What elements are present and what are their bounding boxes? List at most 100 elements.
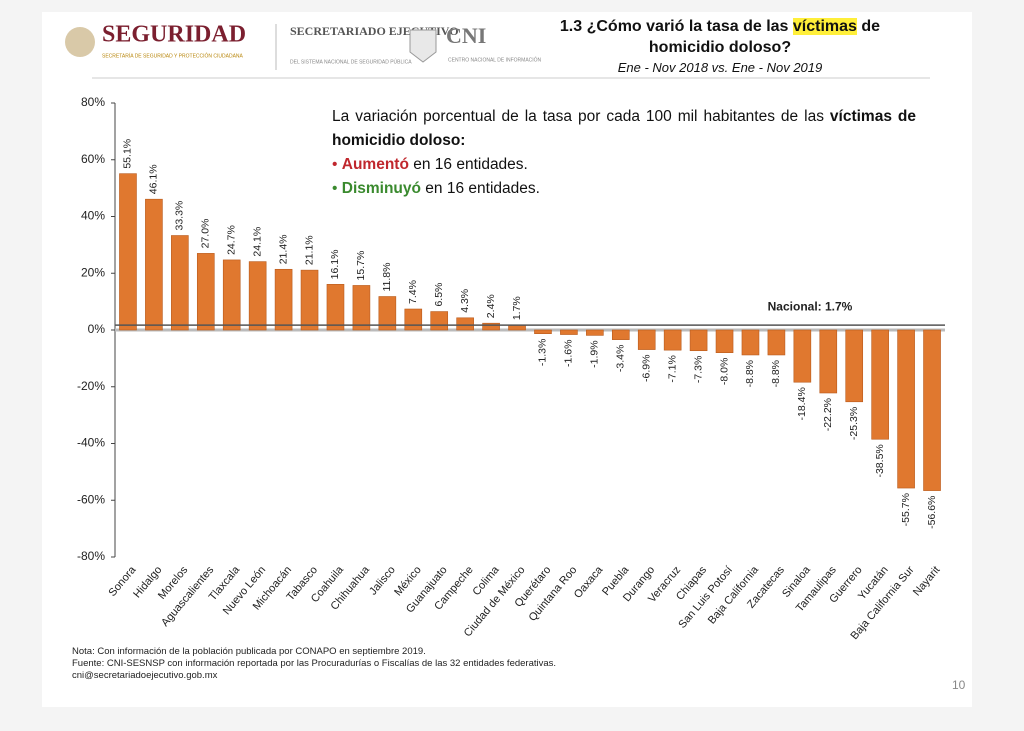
- bar: [715, 329, 734, 354]
- bar: [689, 329, 708, 352]
- bar: [248, 261, 267, 331]
- annotation-bold: víctimas de homicidio doloso:: [332, 108, 916, 149]
- value-label: 21.1%: [303, 235, 315, 265]
- value-label: -7.3%: [692, 356, 704, 383]
- bar: [119, 173, 137, 331]
- value-label: -55.7%: [900, 493, 912, 526]
- value-label: -1.6%: [563, 340, 575, 367]
- page-number: 10: [952, 678, 966, 692]
- bar: [793, 329, 812, 383]
- bar: [560, 329, 578, 335]
- value-label: 46.1%: [148, 164, 160, 194]
- value-label: 27.0%: [200, 219, 212, 249]
- note: cni@secretariadoejecutivo.gob.mx: [72, 670, 218, 681]
- value-label: 24.1%: [251, 227, 263, 257]
- bar: [819, 329, 838, 394]
- value-label: 6.5%: [433, 283, 445, 307]
- y-tick-label: 80%: [81, 95, 105, 109]
- bar: [767, 329, 786, 356]
- bar: [222, 259, 241, 331]
- bar: [482, 322, 500, 331]
- chart-subtitle: Ene - Nov 2018 vs. Ene - Nov 2019: [617, 60, 823, 75]
- bar: [300, 269, 319, 331]
- bar: [430, 311, 449, 331]
- bar: [845, 329, 864, 403]
- bar: [534, 329, 552, 334]
- value-label: -22.2%: [822, 398, 834, 431]
- shield: [409, 29, 437, 63]
- increase-text: en 16 entidades.: [413, 156, 528, 173]
- bar: [663, 329, 682, 351]
- value-label: 2.4%: [485, 294, 497, 318]
- value-label: -8.0%: [718, 358, 730, 385]
- bar: [352, 285, 371, 331]
- bar: [871, 329, 889, 440]
- value-label: 33.3%: [174, 201, 186, 231]
- x-tick-label: Nayarit: [911, 564, 943, 598]
- value-label: 21.4%: [277, 234, 289, 264]
- bar: [274, 268, 293, 331]
- bar: [378, 296, 397, 331]
- x-tick-label: Oaxaca: [572, 563, 606, 600]
- value-label: 55.1%: [122, 139, 134, 169]
- cni-sub: CENTRO NACIONAL DE INFORMACIÓN: [448, 56, 542, 63]
- bar: [456, 317, 474, 331]
- value-label: -38.5%: [874, 444, 886, 477]
- value-label: -1.3%: [537, 339, 549, 366]
- emblem: [65, 27, 95, 57]
- annotation: La variación porcentual de la tasa por c…: [332, 108, 916, 197]
- title-part: 1.3 ¿Cómo varió la tasa de las: [559, 18, 789, 35]
- y-tick-label: 20%: [81, 265, 105, 279]
- bar: [171, 235, 189, 331]
- value-label: -8.8%: [770, 360, 782, 387]
- value-label: -1.9%: [589, 340, 601, 367]
- y-tick-label: -60%: [77, 492, 105, 506]
- note: Fuente: CNI-SESNSP con información repor…: [72, 658, 557, 669]
- bar: [897, 329, 915, 489]
- value-label: 11.8%: [381, 263, 393, 292]
- bar: [196, 253, 215, 331]
- bar: [586, 329, 604, 336]
- value-label: 16.1%: [329, 250, 341, 280]
- value-label: -7.1%: [666, 355, 678, 382]
- bar: [637, 329, 656, 350]
- y-tick-label: -20%: [77, 379, 105, 393]
- value-label: -56.6%: [926, 496, 938, 529]
- brand-sub: SECRETARÍA DE SEGURIDAD Y PROTECCIÓN CIU…: [102, 52, 244, 59]
- value-label: -25.3%: [848, 407, 860, 440]
- value-label: 4.3%: [459, 289, 471, 313]
- note: Nota: Con información de la población pu…: [72, 646, 426, 657]
- value-label: 1.7%: [511, 296, 523, 320]
- y-tick-label: -80%: [77, 549, 105, 563]
- cni: CNI: [446, 23, 486, 48]
- value-label: -6.9%: [641, 355, 653, 382]
- value-label: -18.4%: [796, 387, 808, 420]
- value-label: -3.4%: [615, 345, 627, 372]
- secretariado-sub: DEL SISTEMA NACIONAL DE SEGURIDAD PÚBLIC…: [290, 58, 412, 65]
- title-highlight: víctimas: [792, 18, 857, 35]
- bar: [923, 329, 941, 491]
- bar: [326, 284, 345, 331]
- reference-label: Nacional: 1.7%: [768, 299, 853, 313]
- value-label: -8.8%: [744, 360, 756, 387]
- decrease-text: en 16 entidades.: [425, 180, 540, 197]
- y-tick-label: 0%: [88, 322, 106, 336]
- y-tick-label: 60%: [81, 152, 105, 166]
- y-tick-label: -40%: [77, 436, 105, 450]
- notes: Nota: Con información de la población pu…: [72, 646, 556, 682]
- increase-label: Aumentó: [341, 156, 409, 173]
- annotation-text: La variación porcentual de la tasa por c…: [332, 108, 824, 125]
- decrease-label: Disminuyó: [341, 180, 421, 197]
- y-tick-label: 40%: [81, 209, 105, 223]
- bar: [741, 329, 760, 356]
- bar: [611, 329, 630, 340]
- title-part: de homicidio doloso?: [648, 18, 881, 56]
- value-label: 15.7%: [355, 251, 367, 281]
- value-label: 24.7%: [226, 225, 238, 255]
- chart-title: 1.3 ¿Cómo varió la tasa de las víctimas …: [520, 16, 920, 58]
- slide: [42, 12, 972, 707]
- brand: SEGURIDAD: [102, 22, 246, 48]
- bar: [145, 198, 163, 331]
